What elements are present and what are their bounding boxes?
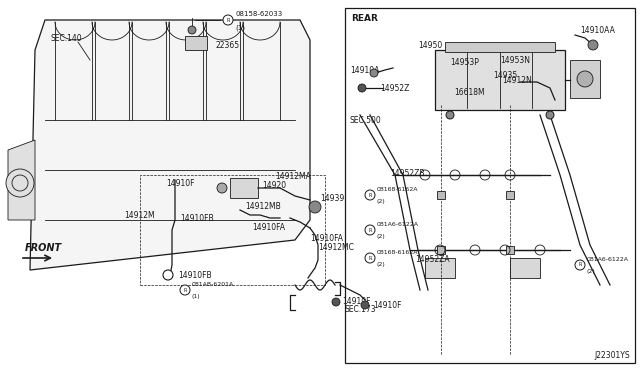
Text: 14912MC: 14912MC <box>318 243 354 251</box>
Text: R: R <box>183 288 187 292</box>
Text: SEC.173: SEC.173 <box>345 305 376 314</box>
Text: 14910FB: 14910FB <box>178 270 212 279</box>
Text: 14912N: 14912N <box>502 76 532 84</box>
Bar <box>140 175 325 285</box>
Text: 22365: 22365 <box>215 41 239 49</box>
Circle shape <box>6 169 34 197</box>
Text: 14935: 14935 <box>493 71 517 80</box>
Text: 14950: 14950 <box>418 41 442 49</box>
Text: SEC.140: SEC.140 <box>50 33 82 42</box>
Text: 14910FB: 14910FB <box>180 214 214 222</box>
Text: 14910A: 14910A <box>350 65 380 74</box>
Text: 14920: 14920 <box>262 180 286 189</box>
Bar <box>445 42 555 52</box>
Bar <box>506 246 514 254</box>
Bar <box>437 191 445 199</box>
Circle shape <box>188 26 196 34</box>
Text: 14910AA: 14910AA <box>580 26 615 35</box>
Circle shape <box>446 111 454 119</box>
Bar <box>506 191 514 199</box>
Text: 14953N: 14953N <box>500 55 530 64</box>
Text: 08158-62033: 08158-62033 <box>235 11 282 17</box>
Circle shape <box>365 190 375 200</box>
Text: 08168-6162A: 08168-6162A <box>377 187 419 192</box>
Text: 08168-6162A: 08168-6162A <box>377 250 419 255</box>
Bar <box>435 50 565 110</box>
Polygon shape <box>30 20 310 270</box>
Text: 14912M: 14912M <box>124 211 155 219</box>
Text: (1): (1) <box>235 24 245 31</box>
Text: (1): (1) <box>192 294 200 299</box>
Text: REAR: REAR <box>351 13 378 22</box>
Text: 14939: 14939 <box>320 193 344 202</box>
Text: R: R <box>368 256 372 260</box>
Circle shape <box>217 183 227 193</box>
Circle shape <box>365 253 375 263</box>
Text: 14910FA: 14910FA <box>310 234 343 243</box>
Text: 081A6-6122A: 081A6-6122A <box>587 257 629 262</box>
Circle shape <box>365 225 375 235</box>
Bar <box>185 36 207 50</box>
Circle shape <box>180 285 190 295</box>
Circle shape <box>163 270 173 280</box>
Bar <box>437 246 445 254</box>
Text: FRONT: FRONT <box>25 243 62 253</box>
Text: (2): (2) <box>377 262 386 267</box>
Text: 14952ZA: 14952ZA <box>415 256 450 264</box>
Text: R: R <box>579 263 582 267</box>
Bar <box>570 60 600 98</box>
Bar <box>230 178 258 198</box>
Circle shape <box>358 84 366 92</box>
Bar <box>425 258 455 278</box>
Text: 081AB-6201A: 081AB-6201A <box>192 282 234 287</box>
Circle shape <box>332 298 340 306</box>
Text: 14953P: 14953P <box>450 58 479 67</box>
Text: 081A6-6122A: 081A6-6122A <box>377 222 419 227</box>
Text: 16618M: 16618M <box>454 87 485 96</box>
Bar <box>510 258 540 278</box>
Circle shape <box>588 40 598 50</box>
Text: 14952Z: 14952Z <box>380 83 410 93</box>
Text: 14912MB: 14912MB <box>245 202 281 211</box>
Circle shape <box>223 15 233 25</box>
Polygon shape <box>8 140 35 220</box>
Text: (2): (2) <box>587 269 596 274</box>
Text: 14952ZB: 14952ZB <box>390 169 424 177</box>
Bar <box>345 8 635 363</box>
Text: 14910F: 14910F <box>166 179 195 187</box>
Circle shape <box>577 71 593 87</box>
Text: R: R <box>227 17 230 22</box>
Text: (2): (2) <box>377 199 386 204</box>
Text: J22301YS: J22301YS <box>595 350 630 359</box>
Text: 14910F: 14910F <box>342 298 371 307</box>
Circle shape <box>361 301 369 309</box>
Text: SEC.500: SEC.500 <box>350 115 381 125</box>
Text: R: R <box>368 228 372 232</box>
Text: R: R <box>368 192 372 198</box>
Circle shape <box>546 111 554 119</box>
Text: 14910F: 14910F <box>373 301 401 310</box>
Circle shape <box>370 69 378 77</box>
Text: (2): (2) <box>377 234 386 239</box>
Text: 14910FA: 14910FA <box>252 222 285 231</box>
Circle shape <box>575 260 585 270</box>
Text: 14912MA: 14912MA <box>275 171 311 180</box>
Circle shape <box>309 201 321 213</box>
